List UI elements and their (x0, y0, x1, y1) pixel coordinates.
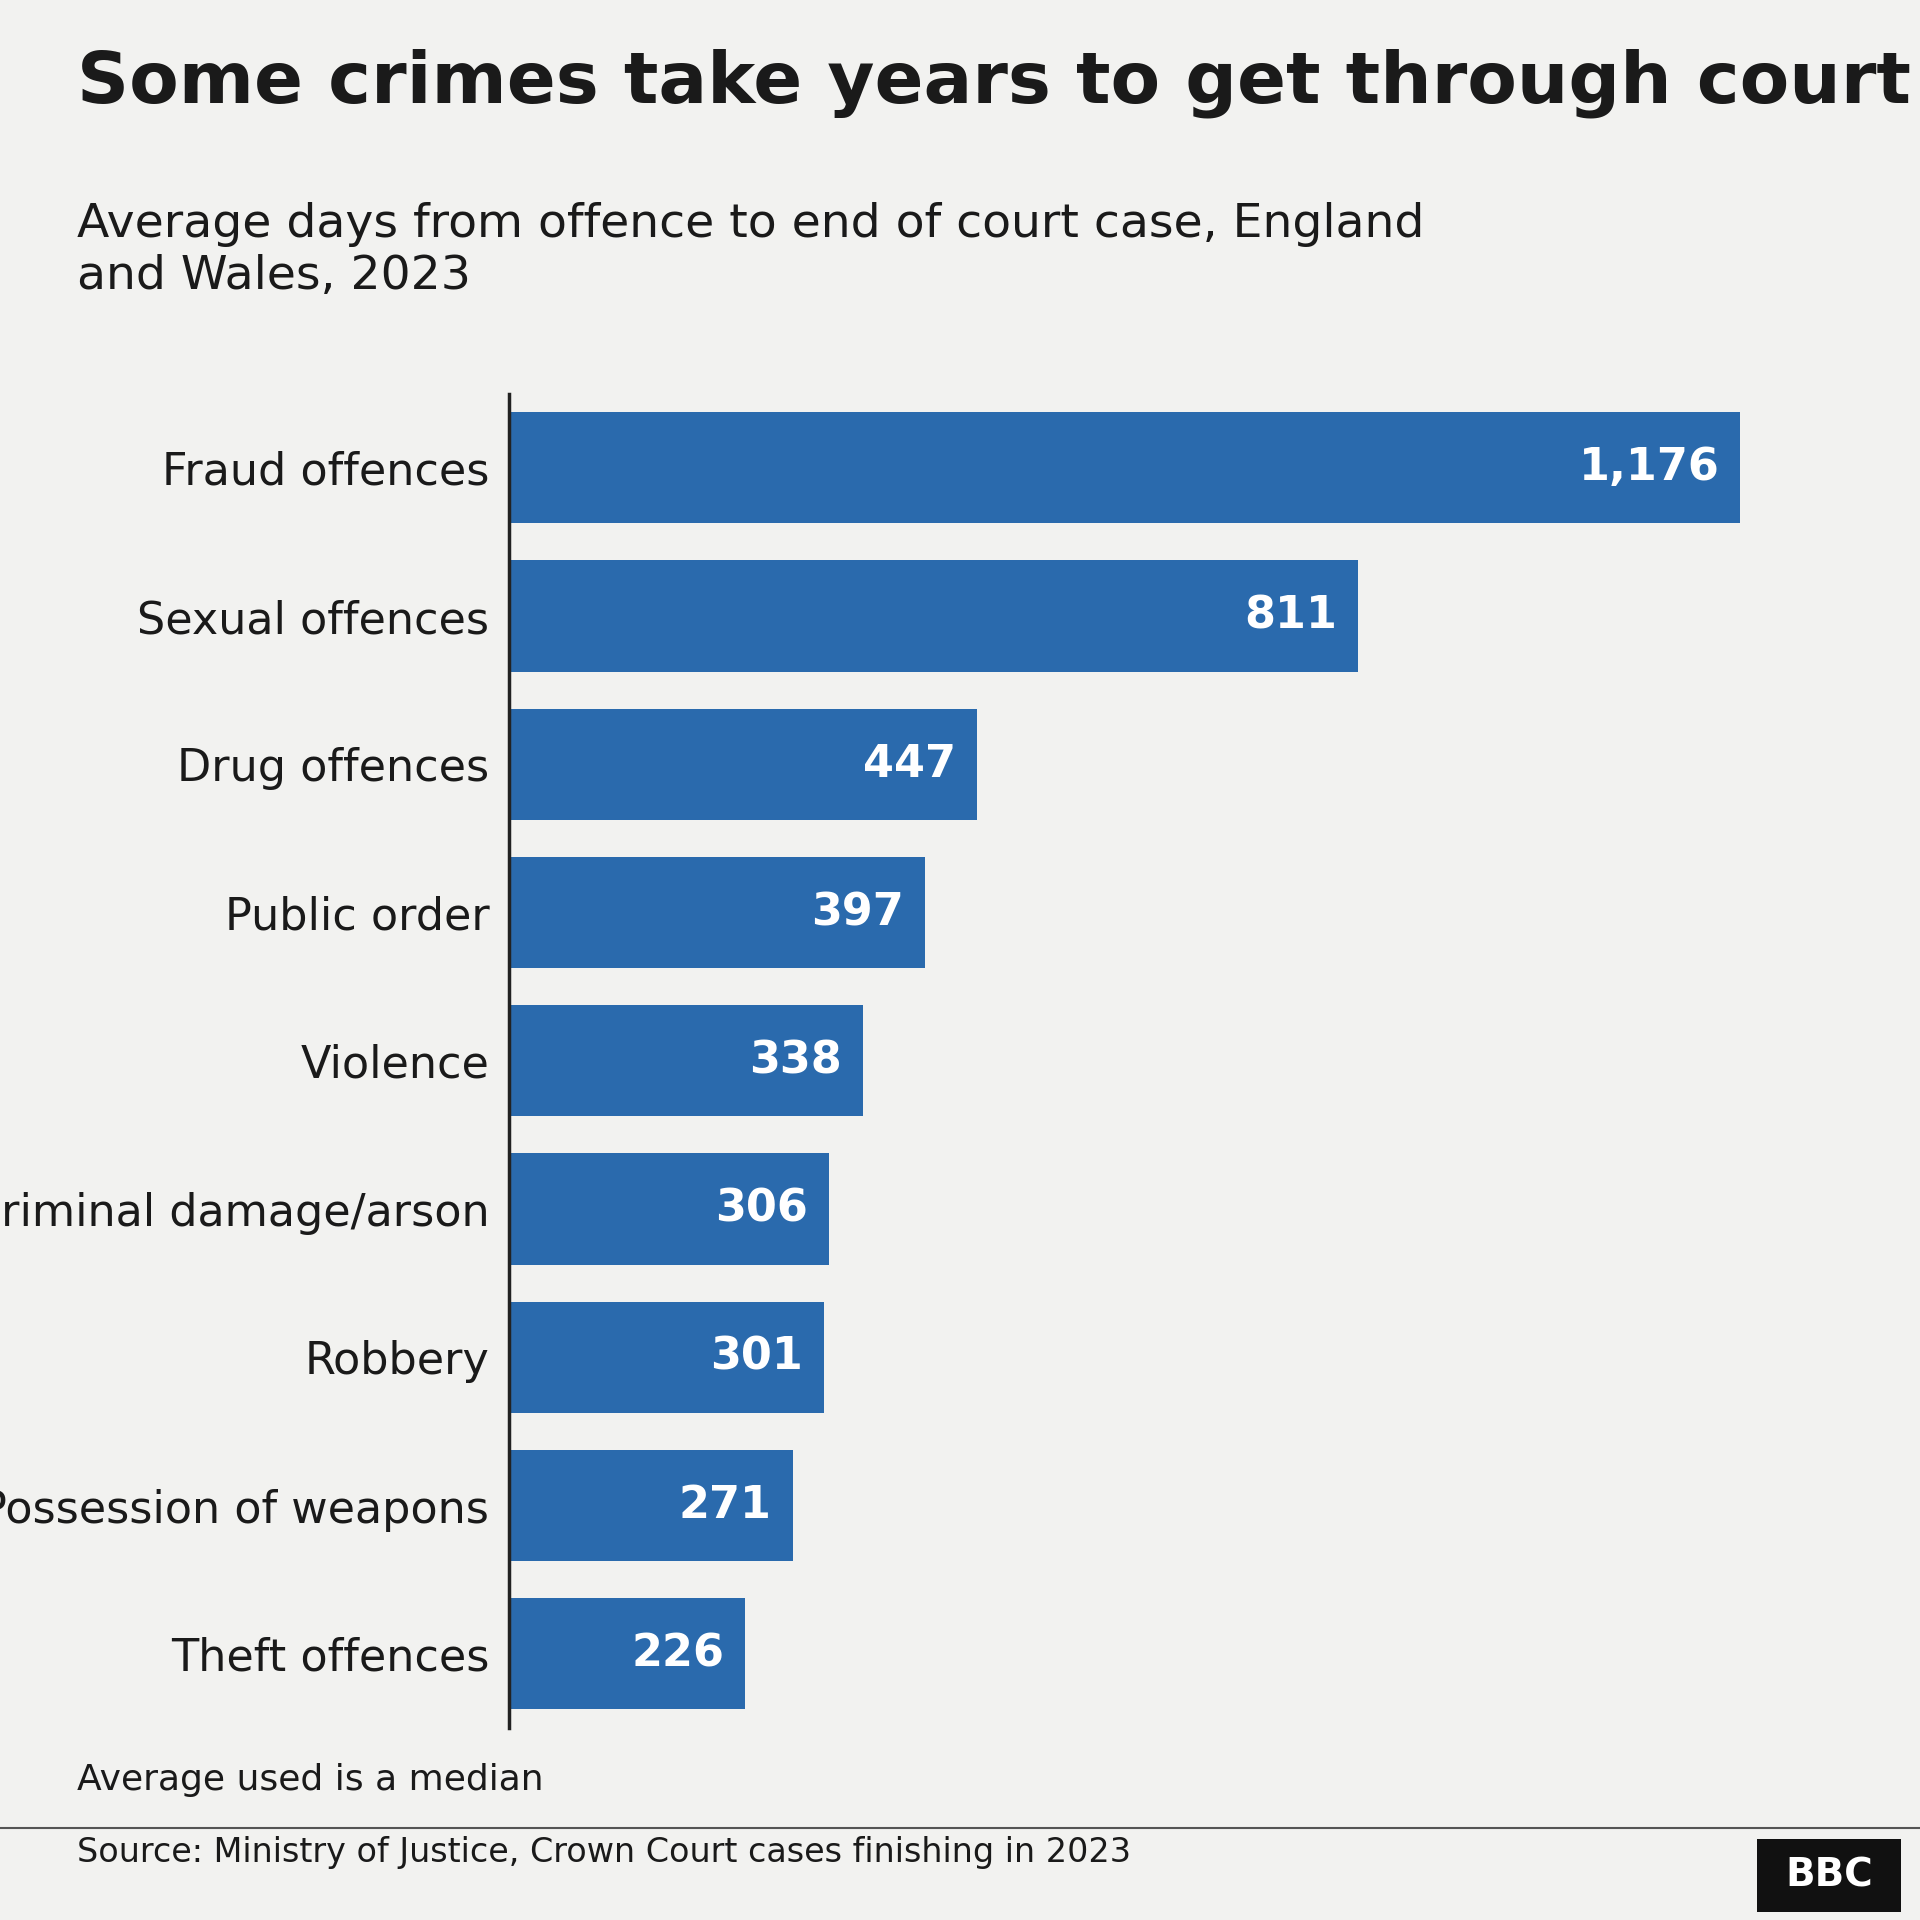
Text: 338: 338 (749, 1039, 841, 1083)
Bar (509, 561, 1357, 672)
Text: BBC: BBC (1786, 1857, 1872, 1895)
Bar (509, 856, 925, 968)
Text: 1,176: 1,176 (1578, 445, 1720, 490)
Text: 447: 447 (862, 743, 956, 785)
Text: 226: 226 (632, 1632, 724, 1676)
Bar (509, 1302, 824, 1413)
Bar (509, 1006, 862, 1116)
Bar (509, 1450, 793, 1561)
Bar (509, 413, 1740, 524)
Bar (509, 1597, 745, 1709)
Text: 811: 811 (1244, 595, 1336, 637)
Bar (509, 708, 977, 820)
Text: 306: 306 (716, 1188, 808, 1231)
Text: 271: 271 (678, 1484, 772, 1526)
Bar (509, 1154, 829, 1265)
Text: Some crimes take years to get through court: Some crimes take years to get through co… (77, 48, 1910, 117)
Text: 397: 397 (810, 891, 904, 933)
Text: Source: Ministry of Justice, Crown Court cases finishing in 2023: Source: Ministry of Justice, Crown Court… (77, 1836, 1131, 1868)
Text: 301: 301 (710, 1336, 803, 1379)
Text: Average used is a median: Average used is a median (77, 1763, 543, 1797)
Text: Average days from offence to end of court case, England
and Wales, 2023: Average days from offence to end of cour… (77, 202, 1425, 300)
